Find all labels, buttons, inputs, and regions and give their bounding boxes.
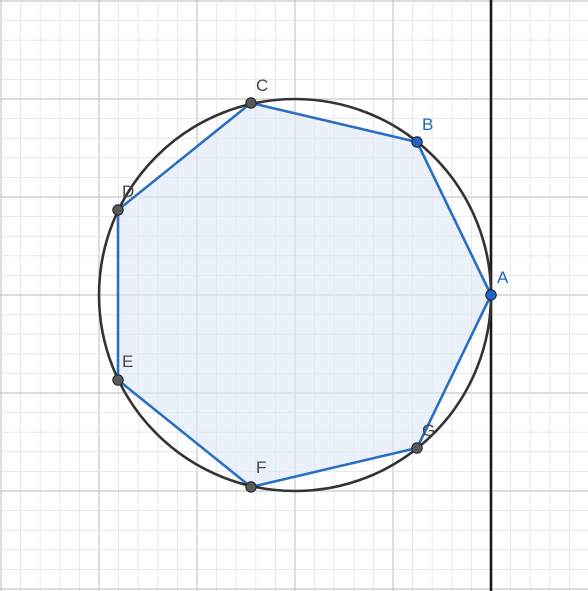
point-a[interactable] xyxy=(485,289,497,301)
labels-layer: A B C D E F G xyxy=(122,76,509,477)
point-label-b: B xyxy=(422,115,433,134)
point-label-f: F xyxy=(256,458,266,477)
point-label-g: G xyxy=(422,421,435,440)
point-label-e: E xyxy=(122,352,133,371)
point-f[interactable] xyxy=(245,481,257,493)
point-d[interactable] xyxy=(112,204,124,216)
point-e[interactable] xyxy=(112,374,124,386)
point-label-a: A xyxy=(497,268,509,287)
heptagon-polygon[interactable] xyxy=(116,101,493,489)
point-b[interactable] xyxy=(411,136,423,148)
point-g[interactable] xyxy=(411,442,423,454)
points-layer xyxy=(112,97,497,493)
point-c[interactable] xyxy=(245,97,257,109)
point-label-d: D xyxy=(122,182,134,201)
point-label-c: C xyxy=(256,76,268,95)
